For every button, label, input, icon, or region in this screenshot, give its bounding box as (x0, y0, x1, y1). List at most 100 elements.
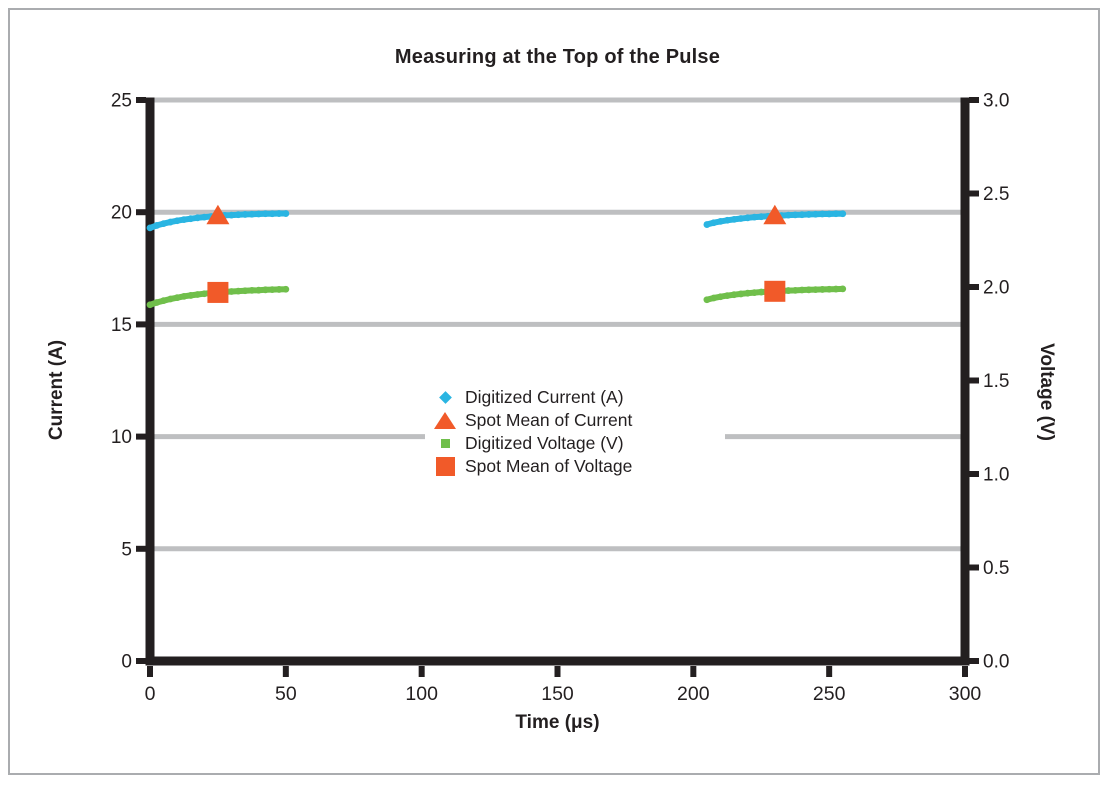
y-tick-label-right: 3.0 (983, 91, 1009, 112)
digitized-sample-point (194, 291, 201, 298)
spot-mean-square (764, 280, 786, 302)
x-tick-label: 250 (813, 683, 846, 705)
legend-label: Spot Mean of Voltage (465, 456, 633, 476)
digitized-sample-point (160, 220, 167, 228)
small-square-marker-icon (440, 439, 450, 448)
digitized-sample-point (730, 291, 738, 299)
legend-label: Digitized Voltage (V) (465, 433, 624, 453)
digitized-sample-point (825, 210, 833, 218)
triangle-marker-icon (434, 412, 456, 429)
digitized-sample-point (173, 217, 181, 225)
y-axis-label-right: Voltage (V) (1036, 343, 1057, 441)
digitized-sample-point (275, 286, 283, 293)
digitized-sample-point (187, 215, 195, 223)
digitized-sample-point (791, 286, 799, 294)
y-axis-label-left: Current (A) (46, 339, 67, 441)
digitized-sample-point (710, 294, 718, 302)
digitized-sample-point (723, 292, 731, 300)
digitized-sample-point (737, 290, 745, 298)
x-axis-label: Time (μs) (515, 712, 600, 733)
digitized-sample-point (791, 211, 799, 219)
y-tick-label-left: 0 (121, 652, 132, 673)
digitized-sample-point (839, 210, 847, 218)
digitized-sample-point (173, 294, 181, 302)
legend-row-spot-mean-voltage: Spot Mean of Voltage (425, 455, 725, 478)
digitized-sample-point (805, 211, 813, 218)
digitized-sample-point (275, 210, 283, 217)
y-tick-label-right: 0.0 (983, 652, 1009, 673)
y-tick-label-left: 5 (121, 539, 132, 560)
y-tick-label-right: 0.5 (983, 558, 1009, 579)
digitized-sample-point (785, 211, 792, 219)
y-tick-label-left: 25 (111, 91, 132, 112)
digitized-sample-point (839, 285, 847, 293)
y-tick-label-left: 10 (111, 427, 132, 448)
digitized-sample-point (180, 216, 188, 224)
digitized-sample-point (818, 210, 826, 218)
digitized-sample-point (166, 218, 174, 226)
legend-row-digitized-current: Digitized Current (A) (425, 386, 725, 409)
digitized-sample-point (825, 285, 833, 293)
digitized-sample-point (153, 299, 161, 306)
digitized-sample-point (798, 286, 806, 294)
digitized-sample-point (282, 285, 290, 293)
digitized-sample-point (710, 219, 718, 227)
digitized-sample-point (832, 285, 840, 293)
digitized-sample-point (751, 289, 758, 297)
digitized-sample-point (255, 210, 263, 218)
digitized-sample-point (241, 287, 249, 295)
digitized-sample-point (805, 286, 813, 294)
legend-label: Digitized Current (A) (465, 387, 624, 407)
digitized-sample-point (241, 211, 249, 218)
digitized-sample-point (248, 286, 256, 294)
y-tick-label-right: 2.0 (983, 278, 1009, 299)
digitized-sample-point (757, 288, 765, 296)
legend-row-digitized-voltage: Digitized Voltage (V) (425, 432, 725, 455)
digitized-sample-point (146, 224, 154, 232)
x-tick-label: 0 (145, 683, 156, 705)
digitized-sample-point (262, 286, 269, 294)
x-tick-label: 150 (541, 683, 574, 705)
y-tick-label-left: 15 (111, 315, 132, 336)
digitized-sample-point (255, 286, 263, 294)
y-tick-label-left: 20 (111, 203, 132, 224)
digitized-sample-point (166, 295, 174, 303)
y-tick-label-right: 2.5 (983, 184, 1009, 205)
chart-legend: Digitized Current (A) Spot Mean of Curre… (425, 383, 725, 482)
digitized-sample-point (703, 296, 711, 304)
digitized-sample-point (248, 210, 256, 218)
digitized-sample-point (737, 215, 745, 222)
digitized-sample-point (812, 286, 819, 294)
digitized-sample-point (282, 210, 290, 217)
diamond-marker-icon (438, 391, 452, 404)
digitized-sample-point (146, 301, 154, 309)
digitized-sample-point (200, 213, 208, 221)
legend-row-spot-mean-current: Spot Mean of Current (425, 409, 725, 432)
x-tick-label: 300 (949, 683, 982, 705)
big-square-marker-icon (435, 457, 455, 476)
digitized-sample-point (717, 293, 724, 301)
digitized-sample-point (798, 211, 806, 219)
spot-mean-square (207, 281, 229, 303)
spot-mean-triangle (206, 204, 230, 225)
digitized-sample-point (234, 211, 242, 219)
digitized-sample-point (262, 210, 269, 218)
digitized-sample-point (187, 292, 195, 299)
x-tick-label: 200 (677, 683, 710, 705)
digitized-sample-point (751, 213, 758, 221)
digitized-sample-point (744, 214, 752, 222)
digitized-sample-point (228, 211, 235, 219)
digitized-sample-point (757, 213, 765, 221)
digitized-sample-point (723, 216, 731, 224)
digitized-sample-point (730, 215, 738, 223)
digitized-sample-point (200, 290, 208, 298)
digitized-sample-point (234, 287, 242, 295)
x-tick-label: 100 (405, 683, 438, 705)
digitized-sample-point (268, 286, 276, 294)
y-tick-label-right: 1.5 (983, 371, 1009, 392)
digitized-sample-point (818, 286, 826, 293)
digitized-sample-point (268, 210, 276, 218)
digitized-sample-point (180, 292, 188, 300)
digitized-sample-point (228, 288, 235, 295)
